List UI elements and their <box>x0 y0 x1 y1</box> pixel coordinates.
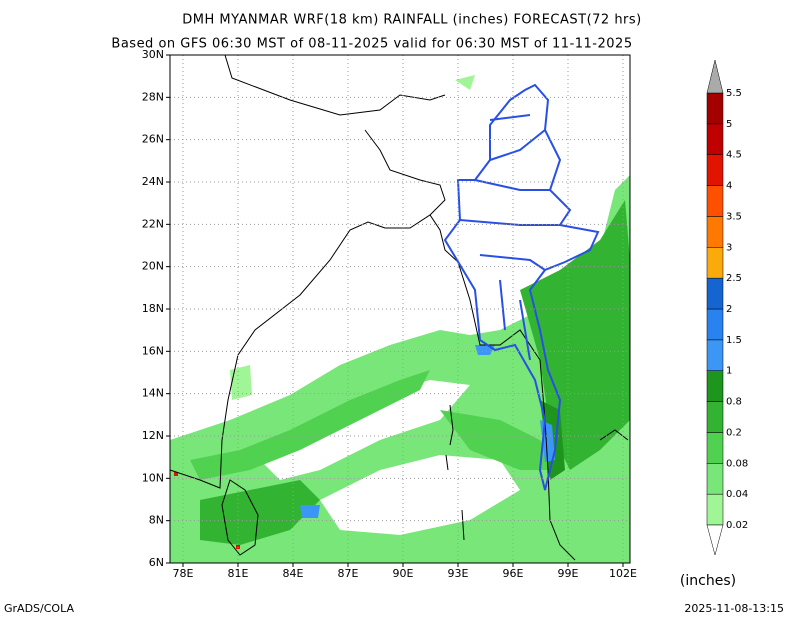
y-tick-label: 14N <box>142 387 164 400</box>
colorbar-label: 0.08 <box>726 458 748 469</box>
colorbar-label: 2.5 <box>726 273 742 284</box>
colorbar-swatch <box>706 216 724 248</box>
rainfall <box>170 75 630 563</box>
colorbar-swatch <box>706 339 724 371</box>
colorbar-label: 0.02 <box>726 520 748 531</box>
y-tick-label: 10N <box>142 471 164 484</box>
subtitle: Based on GFS 06:30 MST of 08-11-2025 val… <box>111 37 632 52</box>
colorbar-swatch <box>706 154 724 186</box>
colorbar-swatch <box>706 432 724 464</box>
colorbar-over <box>706 59 724 94</box>
x-tick-label: 93E <box>448 567 469 580</box>
y-tick-label: 24N <box>142 175 164 188</box>
y-tick-label: 22N <box>142 217 164 230</box>
colorbar-swatch <box>706 493 724 526</box>
x-tick-label: 99E <box>558 567 579 580</box>
colorbar-label: 5 <box>726 119 732 130</box>
x-tick-label: 78E <box>173 567 194 580</box>
y-tick-label: 6N <box>149 556 164 569</box>
y-tick-label: 26N <box>142 133 164 146</box>
x-tick-label: 96E <box>503 567 524 580</box>
footer-right: 2025-11-08-13:15 <box>684 602 784 615</box>
x-tick-label: 81E <box>228 567 249 580</box>
colorbar-label: 5.5 <box>726 88 742 99</box>
colorbar-label: 0.8 <box>726 397 742 408</box>
x-tick-label: 84E <box>283 567 304 580</box>
y-tick-label: 12N <box>142 429 164 442</box>
colorbar-swatch <box>706 277 724 310</box>
colorbar-label: 1.5 <box>726 335 742 346</box>
y-tick-label: 8N <box>149 514 164 527</box>
map <box>170 55 630 563</box>
colorbar-swatch <box>706 308 724 341</box>
colorbar-swatch <box>706 401 724 433</box>
colorbar-unit: (inches) <box>680 573 736 589</box>
y-tick-label: 28N <box>142 90 164 103</box>
colorbar-label: 0.04 <box>726 489 748 500</box>
colorbar-swatch <box>706 92 724 125</box>
colorbar-swatch <box>706 185 724 217</box>
colorbar-label: 2 <box>726 304 732 315</box>
colorbar-label: 0.2 <box>726 427 742 438</box>
colorbar-label: 1 <box>726 366 732 377</box>
colorbar-label: 3 <box>726 242 732 253</box>
colorbar-label: 3.5 <box>726 211 742 222</box>
colorbar-under <box>706 524 724 556</box>
colorbar-label: 4.5 <box>726 150 742 161</box>
x-tick-label: 87E <box>338 567 359 580</box>
y-tick-label: 18N <box>142 302 164 315</box>
footer-left: GrADS/COLA <box>4 602 74 615</box>
colorbar-swatch <box>706 123 724 155</box>
x-tick-label: 90E <box>393 567 414 580</box>
colorbar-label: 4 <box>726 181 732 192</box>
colorbar-swatch <box>706 370 724 402</box>
colorbar-swatch <box>706 463 724 495</box>
colorbar-swatch <box>706 247 724 279</box>
title: DMH MYANMAR WRF(18 km) RAINFALL (inches)… <box>182 13 642 28</box>
y-tick-label: 30N <box>142 48 164 61</box>
myanmar-borders <box>443 83 600 491</box>
y-tick-label: 20N <box>142 260 164 273</box>
y-tick-label: 16N <box>142 344 164 357</box>
x-tick-label: 102E <box>609 567 637 580</box>
coastlines <box>170 55 629 561</box>
